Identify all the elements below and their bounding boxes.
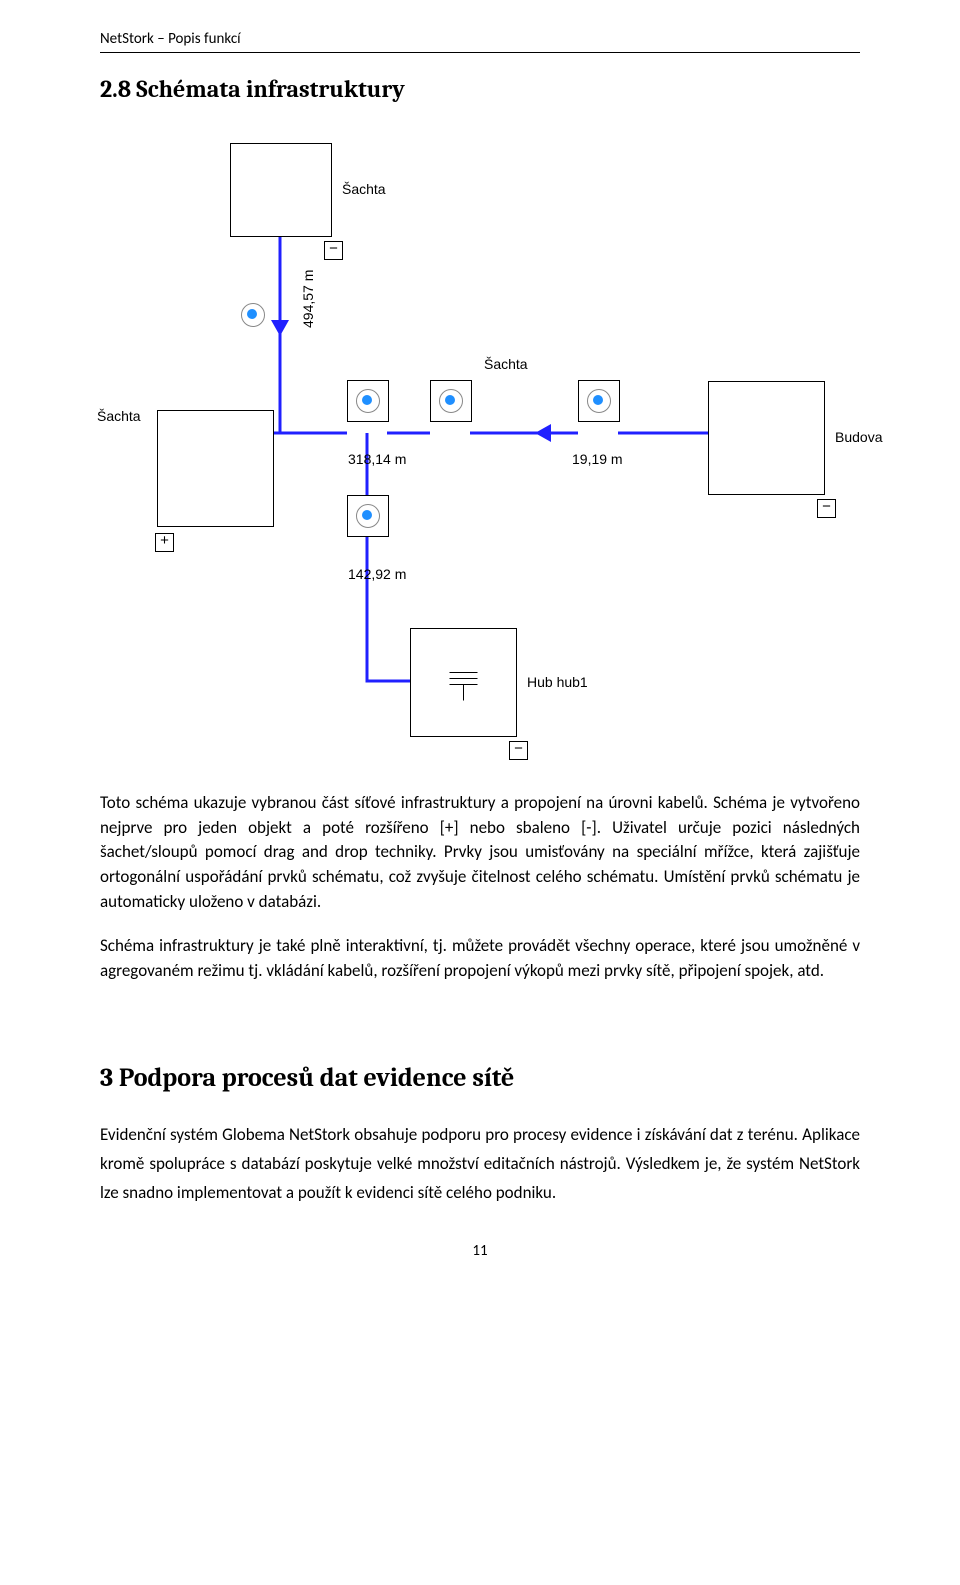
node-marker-icon: [587, 389, 611, 413]
hub-icon: [411, 629, 516, 736]
diagram-edge: [272, 235, 280, 433]
section-title-2-8: 2.8 Schémata infrastruktury: [100, 75, 860, 103]
collapse-button[interactable]: −: [817, 499, 836, 518]
diagram-node-sachta_left[interactable]: [157, 410, 274, 527]
node-label: Šachta: [342, 181, 386, 197]
edge-label: 142,92 m: [348, 566, 406, 582]
expand-button[interactable]: +: [155, 533, 174, 552]
node-marker-icon: [241, 303, 265, 327]
edge-label: 318,14 m: [348, 451, 406, 467]
page-number: 11: [100, 1242, 860, 1260]
paragraph-2: Schéma infrastruktury je také plně inter…: [100, 934, 860, 983]
diagram-node-hub[interactable]: [410, 628, 517, 737]
section-title-3: 3 Podpora procesů dat evidence sítě: [100, 1063, 860, 1093]
edge-label: 494,57 m: [300, 270, 316, 328]
node-marker-icon: [356, 504, 380, 528]
node-label: Šachta: [484, 356, 528, 372]
node-marker-icon: [356, 389, 380, 413]
arrow-icon: [535, 424, 551, 442]
diagram-node-budova[interactable]: [708, 381, 825, 495]
node-label: Hub hub1: [527, 674, 588, 690]
edge-label: 19,19 m: [572, 451, 623, 467]
paragraph-1: Toto schéma ukazuje vybranou část síťové…: [100, 791, 860, 914]
page-header: NetStork – Popis funkcí: [100, 30, 860, 53]
node-label: Šachta: [97, 408, 141, 424]
paragraph-3: Evidenční systém Globema NetStork obsahu…: [100, 1121, 860, 1208]
diagram-edge: [367, 535, 410, 681]
diagram-node-sachta_top[interactable]: [230, 143, 332, 237]
node-label: Budova: [835, 429, 882, 445]
collapse-button[interactable]: −: [324, 241, 343, 260]
collapse-button[interactable]: −: [509, 741, 528, 760]
infrastructure-diagram: 494,57 m 318,14 m 19,19 m 142,92 m Šachta − Ša…: [100, 123, 860, 773]
node-marker-icon: [439, 389, 463, 413]
arrow-icon: [271, 320, 289, 336]
